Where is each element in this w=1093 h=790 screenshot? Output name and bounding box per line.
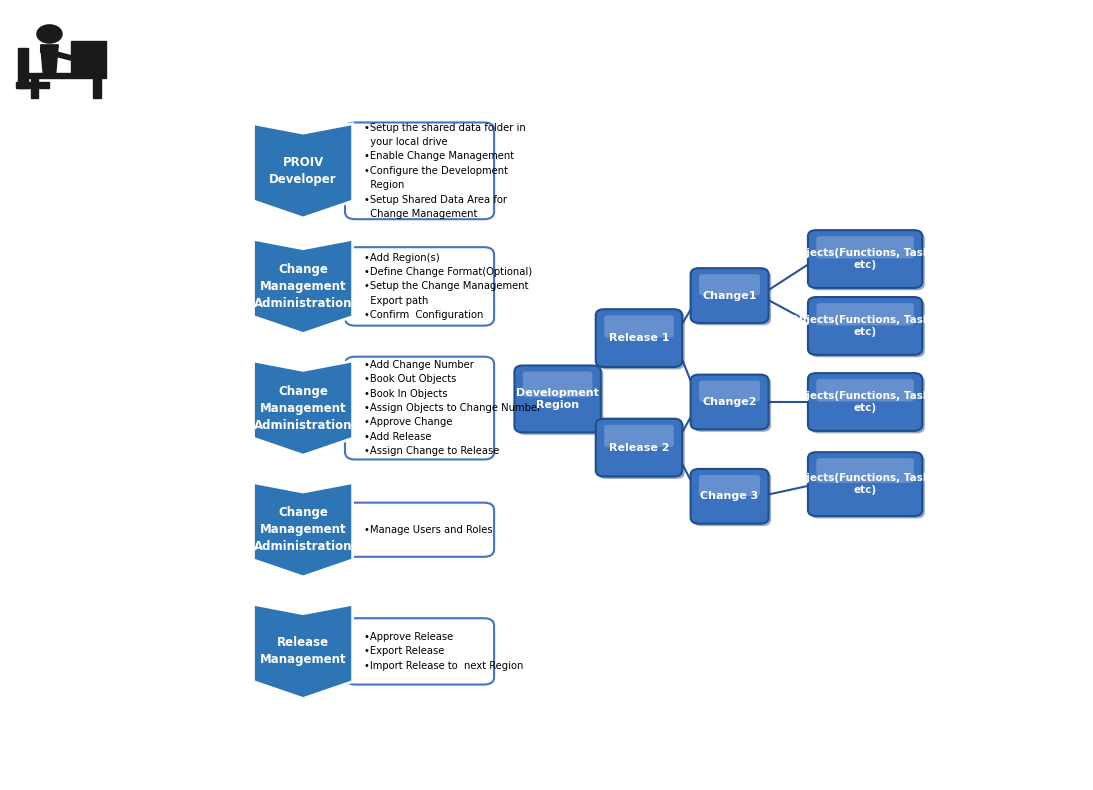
FancyBboxPatch shape <box>598 312 684 370</box>
FancyBboxPatch shape <box>522 371 592 397</box>
Polygon shape <box>24 73 106 77</box>
FancyBboxPatch shape <box>693 472 771 526</box>
Polygon shape <box>254 239 353 333</box>
FancyBboxPatch shape <box>811 232 925 291</box>
Text: •Add Region(s)
•Define Change Format(Optional)
•Setup the Change Management
  Ex: •Add Region(s) •Define Change Format(Opt… <box>364 253 532 320</box>
FancyBboxPatch shape <box>700 475 760 496</box>
Text: Change
Management
Administration: Change Management Administration <box>254 263 352 310</box>
Text: Release 1: Release 1 <box>609 333 669 343</box>
Text: PROIV
Developer: PROIV Developer <box>269 156 337 186</box>
FancyBboxPatch shape <box>811 454 925 518</box>
Polygon shape <box>254 361 353 455</box>
Text: Objects(Functions, Tasks,
etc): Objects(Functions, Tasks, etc) <box>790 473 940 495</box>
FancyBboxPatch shape <box>816 379 914 401</box>
Polygon shape <box>31 77 38 97</box>
FancyBboxPatch shape <box>808 230 922 288</box>
Polygon shape <box>254 124 353 218</box>
FancyBboxPatch shape <box>808 452 922 516</box>
Text: Objects(Functions, Tasks,
etc): Objects(Functions, Tasks, etc) <box>790 314 940 337</box>
Polygon shape <box>15 82 49 88</box>
FancyBboxPatch shape <box>691 268 768 323</box>
Text: •Manage Users and Roles: •Manage Users and Roles <box>364 525 492 535</box>
Polygon shape <box>40 45 58 73</box>
Text: •Approve Release
•Export Release
•Import Release to  next Region: •Approve Release •Export Release •Import… <box>364 632 524 671</box>
Text: Change 3: Change 3 <box>701 491 759 502</box>
FancyBboxPatch shape <box>604 425 673 447</box>
Circle shape <box>37 24 62 43</box>
Polygon shape <box>94 77 101 97</box>
Text: Change
Management
Administration: Change Management Administration <box>254 506 352 553</box>
Text: Change
Management
Administration: Change Management Administration <box>254 385 352 431</box>
FancyBboxPatch shape <box>517 368 603 435</box>
FancyBboxPatch shape <box>604 315 673 337</box>
FancyBboxPatch shape <box>693 377 771 432</box>
Text: Release 2: Release 2 <box>609 442 669 453</box>
Polygon shape <box>254 483 353 577</box>
Polygon shape <box>17 47 28 88</box>
Text: •Setup the shared data folder in
  your local drive
•Enable Change Management
•C: •Setup the shared data folder in your lo… <box>364 122 526 219</box>
FancyBboxPatch shape <box>811 375 925 434</box>
Text: Release
Management: Release Management <box>260 637 346 667</box>
FancyBboxPatch shape <box>345 247 494 325</box>
FancyBboxPatch shape <box>816 458 914 483</box>
FancyBboxPatch shape <box>345 356 494 460</box>
FancyBboxPatch shape <box>596 419 682 476</box>
Polygon shape <box>40 47 74 62</box>
FancyBboxPatch shape <box>808 297 922 355</box>
Polygon shape <box>71 41 106 73</box>
FancyBboxPatch shape <box>808 373 922 431</box>
FancyBboxPatch shape <box>345 122 494 219</box>
Text: Development
Region: Development Region <box>516 388 599 410</box>
Text: Objects(Functions, Tasks,
etc): Objects(Functions, Tasks, etc) <box>790 248 940 270</box>
Text: Change2: Change2 <box>703 397 756 407</box>
FancyBboxPatch shape <box>596 309 682 367</box>
FancyBboxPatch shape <box>816 236 914 258</box>
FancyBboxPatch shape <box>345 502 494 557</box>
FancyBboxPatch shape <box>816 303 914 325</box>
Text: Change1: Change1 <box>703 291 756 300</box>
FancyBboxPatch shape <box>345 619 494 685</box>
FancyBboxPatch shape <box>700 381 760 402</box>
FancyBboxPatch shape <box>515 366 601 432</box>
FancyBboxPatch shape <box>691 374 768 430</box>
Text: Objects(Functions, Tasks,
etc): Objects(Functions, Tasks, etc) <box>790 391 940 413</box>
FancyBboxPatch shape <box>811 299 925 357</box>
FancyBboxPatch shape <box>598 421 684 479</box>
Polygon shape <box>254 604 353 698</box>
FancyBboxPatch shape <box>691 469 768 524</box>
Text: •Add Change Number
•Book Out Objects
•Book In Objects
•Assign Objects to Change : •Add Change Number •Book Out Objects •Bo… <box>364 360 541 457</box>
FancyBboxPatch shape <box>693 271 771 325</box>
FancyBboxPatch shape <box>700 274 760 295</box>
